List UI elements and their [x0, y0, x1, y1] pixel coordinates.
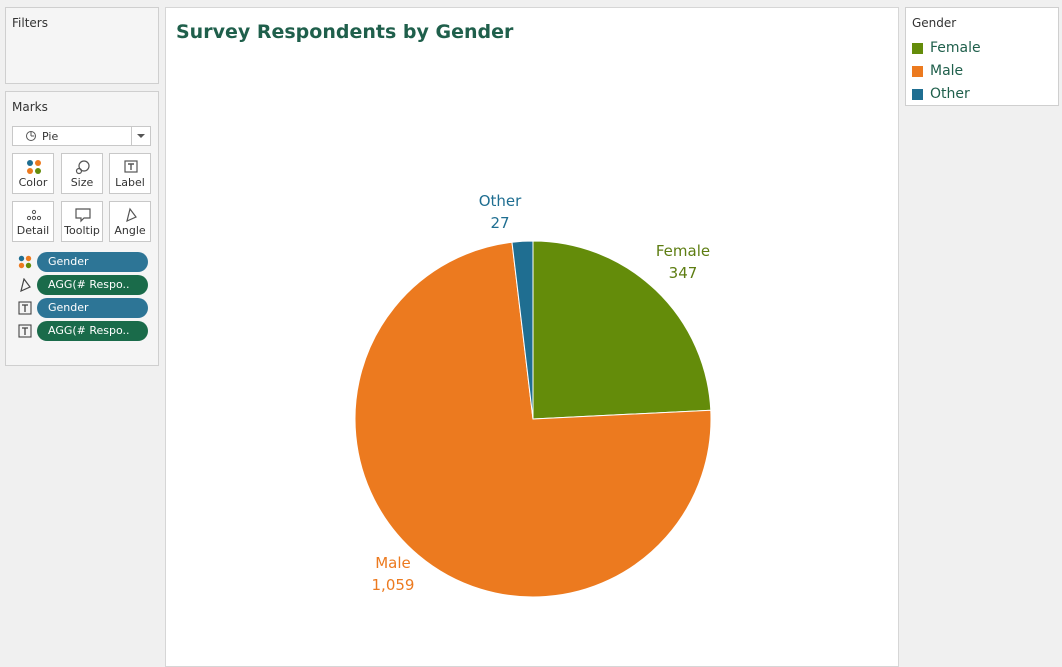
- marks-card: Marks Pie Color Size Label: [5, 91, 159, 366]
- angle-pill-row: AGG(# Respo..: [18, 275, 154, 295]
- legend-swatch-other: [912, 89, 923, 100]
- chevron-down-icon[interactable]: [131, 127, 150, 145]
- label-icon: [18, 324, 32, 338]
- slice-label-other: Other: [479, 192, 522, 210]
- label-icon: [18, 301, 32, 315]
- respondents-label-pill[interactable]: AGG(# Respo..: [37, 321, 148, 341]
- mark-type-dropdown[interactable]: Pie: [12, 126, 151, 146]
- color-label: Color: [18, 176, 48, 189]
- chart-title: Survey Respondents by Gender: [176, 21, 514, 43]
- legend-swatch-female: [912, 43, 923, 54]
- tooltip-label: Tooltip: [64, 224, 100, 237]
- color-dots-icon: [27, 160, 41, 174]
- pie-slice-other[interactable]: [511, 240, 534, 420]
- size-icon: [75, 160, 90, 175]
- slice-label-female: Female: [656, 242, 710, 260]
- filters-title: Filters: [12, 16, 48, 30]
- size-button[interactable]: Size: [61, 153, 103, 194]
- filters-shelf[interactable]: Filters: [5, 7, 159, 84]
- gender-color-pill[interactable]: Gender: [37, 252, 148, 272]
- mark-type-label: Pie: [42, 130, 59, 143]
- marks-title: Marks: [12, 100, 48, 114]
- label-button[interactable]: Label: [109, 153, 151, 194]
- legend-label-other: Other: [930, 86, 970, 102]
- slice-label-male: Male: [375, 554, 411, 572]
- tooltip-button[interactable]: Tooltip: [61, 201, 103, 242]
- slice-value-female: 347: [669, 264, 698, 282]
- angle-label: Angle: [114, 224, 146, 237]
- slice-value-male: 1,059: [372, 576, 415, 594]
- legend-label-male: Male: [930, 63, 964, 79]
- angle-button[interactable]: Angle: [109, 201, 151, 242]
- tooltip-icon: [75, 208, 91, 223]
- pie-icon: [26, 131, 36, 141]
- pie-slice-male[interactable]: [354, 241, 712, 598]
- respondents-angle-pill[interactable]: AGG(# Respo..: [37, 275, 148, 295]
- label-label: Label: [115, 176, 145, 189]
- label-pill-row-1: Gender: [18, 298, 154, 318]
- legend-title: Gender: [912, 16, 957, 30]
- chart-view: Survey Respondents by Gender Female 347 Ma…: [165, 7, 899, 667]
- legend-swatch-male: [912, 66, 923, 77]
- legend-label-female: Female: [930, 40, 981, 56]
- pie-chart: Female 347 Male 1,059 Other 27: [354, 192, 712, 598]
- slice-value-other: 27: [490, 214, 509, 232]
- detail-dots-icon: [26, 209, 42, 221]
- gender-legend: Gender Female Male Other: [905, 7, 1059, 106]
- pie-slice-female[interactable]: [532, 240, 712, 420]
- detail-label: Detail: [16, 224, 50, 237]
- label-pill-row-2: AGG(# Respo..: [18, 321, 154, 341]
- angle-icon: [20, 278, 31, 292]
- color-pill-row: Gender: [18, 252, 154, 272]
- detail-button[interactable]: Detail: [12, 201, 54, 242]
- color-button[interactable]: Color: [12, 153, 54, 194]
- color-dots-icon: [18, 255, 32, 269]
- angle-icon: [126, 207, 137, 223]
- label-icon: [124, 160, 138, 173]
- gender-label-pill[interactable]: Gender: [37, 298, 148, 318]
- size-label: Size: [70, 176, 94, 189]
